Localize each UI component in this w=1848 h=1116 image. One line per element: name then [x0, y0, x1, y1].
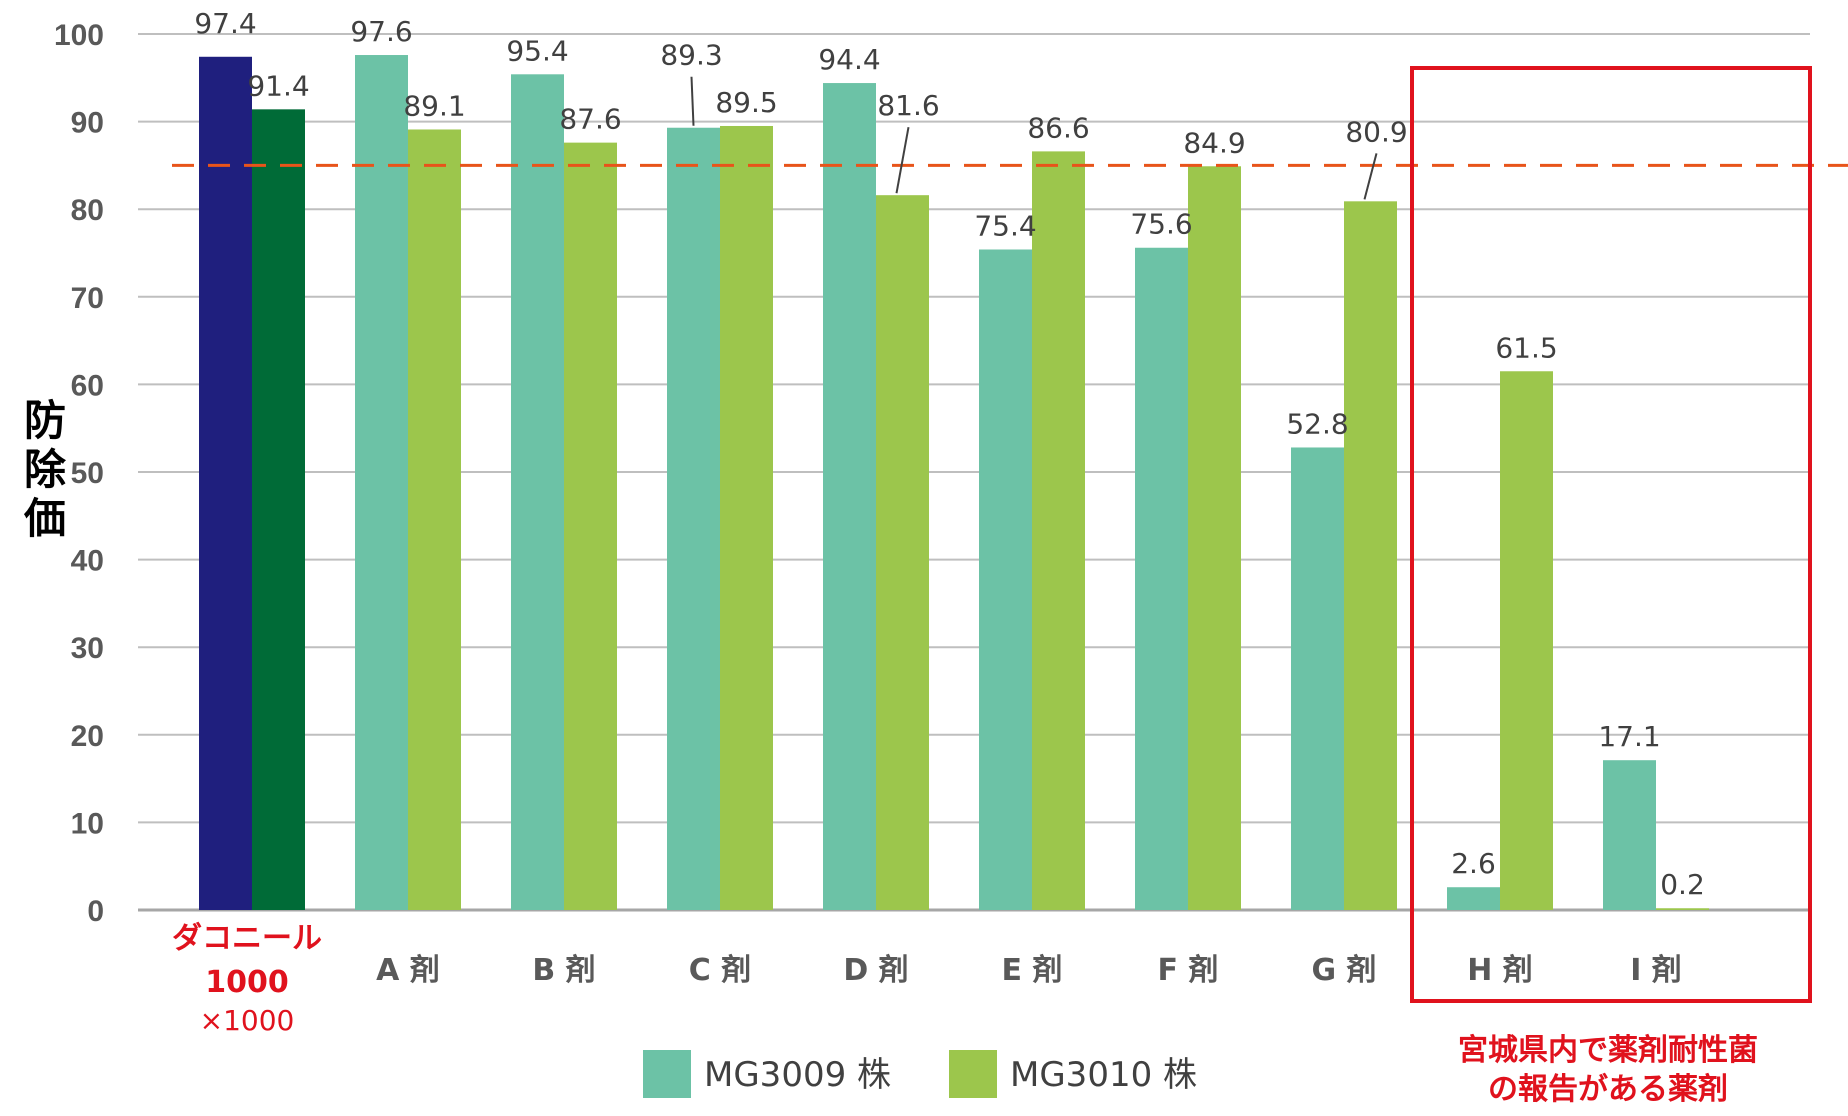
bar-mg3010-3 — [720, 125, 773, 911]
value-label-mg3009-3: 89.3 — [660, 39, 722, 72]
bar-mg3009-7 — [1291, 447, 1344, 910]
value-label-mg3009-5: 75.4 — [974, 209, 1036, 242]
highlight-note-line1: 宮城県内で薬剤耐性菌 — [1458, 1033, 1758, 1068]
value-label-mg3010-4: 81.6 — [877, 89, 939, 122]
bar-mg3010-9 — [1656, 908, 1709, 910]
y-axis-label-char-2: 除 — [24, 445, 67, 494]
bar-mg3010-2 — [564, 142, 617, 910]
highlight-box — [1410, 66, 1812, 1003]
control-label-line3: ×1000 — [200, 1004, 295, 1037]
bar-mg3009-8 — [1447, 887, 1500, 910]
y-axis-label-char-1: 防 — [24, 396, 66, 445]
category-label-1: A 剤 — [376, 953, 440, 988]
bar-mg3009-6 — [1135, 247, 1188, 910]
control-bar-1 — [199, 56, 252, 910]
control-value-label-1: 97.4 — [194, 7, 256, 40]
y-tick-label-0: 0 — [87, 895, 104, 928]
legend-label-mg3010: MG3010 株 — [1010, 1055, 1197, 1095]
y-axis-ticks: 0 10 20 30 40 50 60 70 80 90 100 — [54, 19, 104, 928]
value-label-mg3010-5: 86.6 — [1027, 111, 1089, 144]
y-tick-label-100: 100 — [54, 19, 104, 52]
bar-mg3010-1 — [408, 129, 461, 910]
bar-mg3009-3 — [667, 127, 720, 911]
value-label-mg3010-8: 61.5 — [1495, 331, 1557, 364]
value-label-mg3009-9: 17.1 — [1598, 720, 1660, 753]
y-tick-label-10: 10 — [71, 807, 104, 840]
value-label-mg3009-6: 75.6 — [1130, 208, 1192, 241]
bar-mg3010-5 — [1032, 151, 1085, 910]
control-label-line1: ダコニール — [172, 921, 322, 956]
category-label-9: I 剤 — [1630, 953, 1682, 988]
value-label-mg3010-7: 80.9 — [1345, 115, 1407, 148]
y-axis-label-char-3: 価 — [23, 494, 66, 543]
y-tick-label-80: 80 — [71, 194, 104, 227]
y-tick-label-40: 40 — [71, 545, 104, 578]
bar-mg3010-4 — [876, 195, 929, 910]
value-label-mg3009-4: 94.4 — [818, 43, 880, 76]
data-labels: 97.4 91.4 97.6 89.1 95.4 87.6 89.3 89.5 94.4 81.6… — [194, 7, 1704, 901]
value-label-mg3009-8: 2.6 — [1451, 847, 1496, 880]
control-bar-2 — [252, 109, 305, 910]
bar-mg3010-8 — [1500, 371, 1553, 910]
bar-mg3009-4 — [823, 83, 876, 910]
legend-swatch-mg3009 — [643, 1050, 691, 1098]
category-label-6: F 剤 — [1158, 953, 1219, 988]
bar-mg3009-5 — [979, 249, 1032, 911]
legend: MG3009 株 MG3010 株 — [643, 1050, 1197, 1098]
value-label-mg3010-3: 89.5 — [715, 86, 777, 119]
value-label-mg3010-6: 84.9 — [1183, 126, 1245, 159]
category-label-7: G 剤 — [1311, 953, 1376, 988]
leader-line-3-1 — [690, 76, 695, 126]
y-tick-label-50: 50 — [71, 457, 104, 490]
bar-mg3010-6 — [1188, 166, 1241, 910]
legend-swatch-mg3010 — [949, 1050, 997, 1098]
bar-mg3010-7 — [1344, 201, 1397, 911]
bar-mg3009-2 — [511, 74, 564, 910]
y-tick-label-20: 20 — [71, 720, 104, 753]
y-tick-label-30: 30 — [71, 632, 104, 665]
category-label-4: D 剤 — [843, 953, 908, 988]
leader-lines — [690, 76, 1378, 200]
value-label-mg3010-1: 89.1 — [403, 89, 465, 122]
value-label-mg3010-9: 0.2 — [1660, 868, 1705, 901]
category-label-2: B 剤 — [532, 953, 595, 988]
bars — [199, 55, 1709, 911]
leader-line-7-2 — [1363, 153, 1378, 200]
y-tick-label-60: 60 — [71, 369, 104, 402]
leader-line-4-2 — [895, 127, 910, 194]
value-label-mg3009-2: 95.4 — [506, 34, 568, 67]
highlight-note-line2: の報告がある薬剤 — [1488, 1072, 1728, 1107]
category-label-3: C 剤 — [689, 953, 751, 988]
control-label-line2: 1000 — [205, 965, 289, 1000]
control-value-label-2: 91.4 — [247, 69, 309, 102]
bar-mg3009-1 — [355, 55, 408, 911]
y-tick-label-70: 70 — [71, 282, 104, 315]
y-tick-label-90: 90 — [71, 107, 104, 140]
category-label-8: H 剤 — [1467, 953, 1533, 988]
value-label-mg3009-7: 52.8 — [1286, 407, 1348, 440]
value-label-mg3009-1: 97.6 — [350, 15, 412, 48]
category-label-5: E 剤 — [1002, 953, 1063, 988]
value-label-mg3010-2: 87.6 — [559, 103, 621, 136]
bar-mg3009-9 — [1603, 760, 1656, 910]
legend-label-mg3009: MG3009 株 — [704, 1055, 891, 1095]
